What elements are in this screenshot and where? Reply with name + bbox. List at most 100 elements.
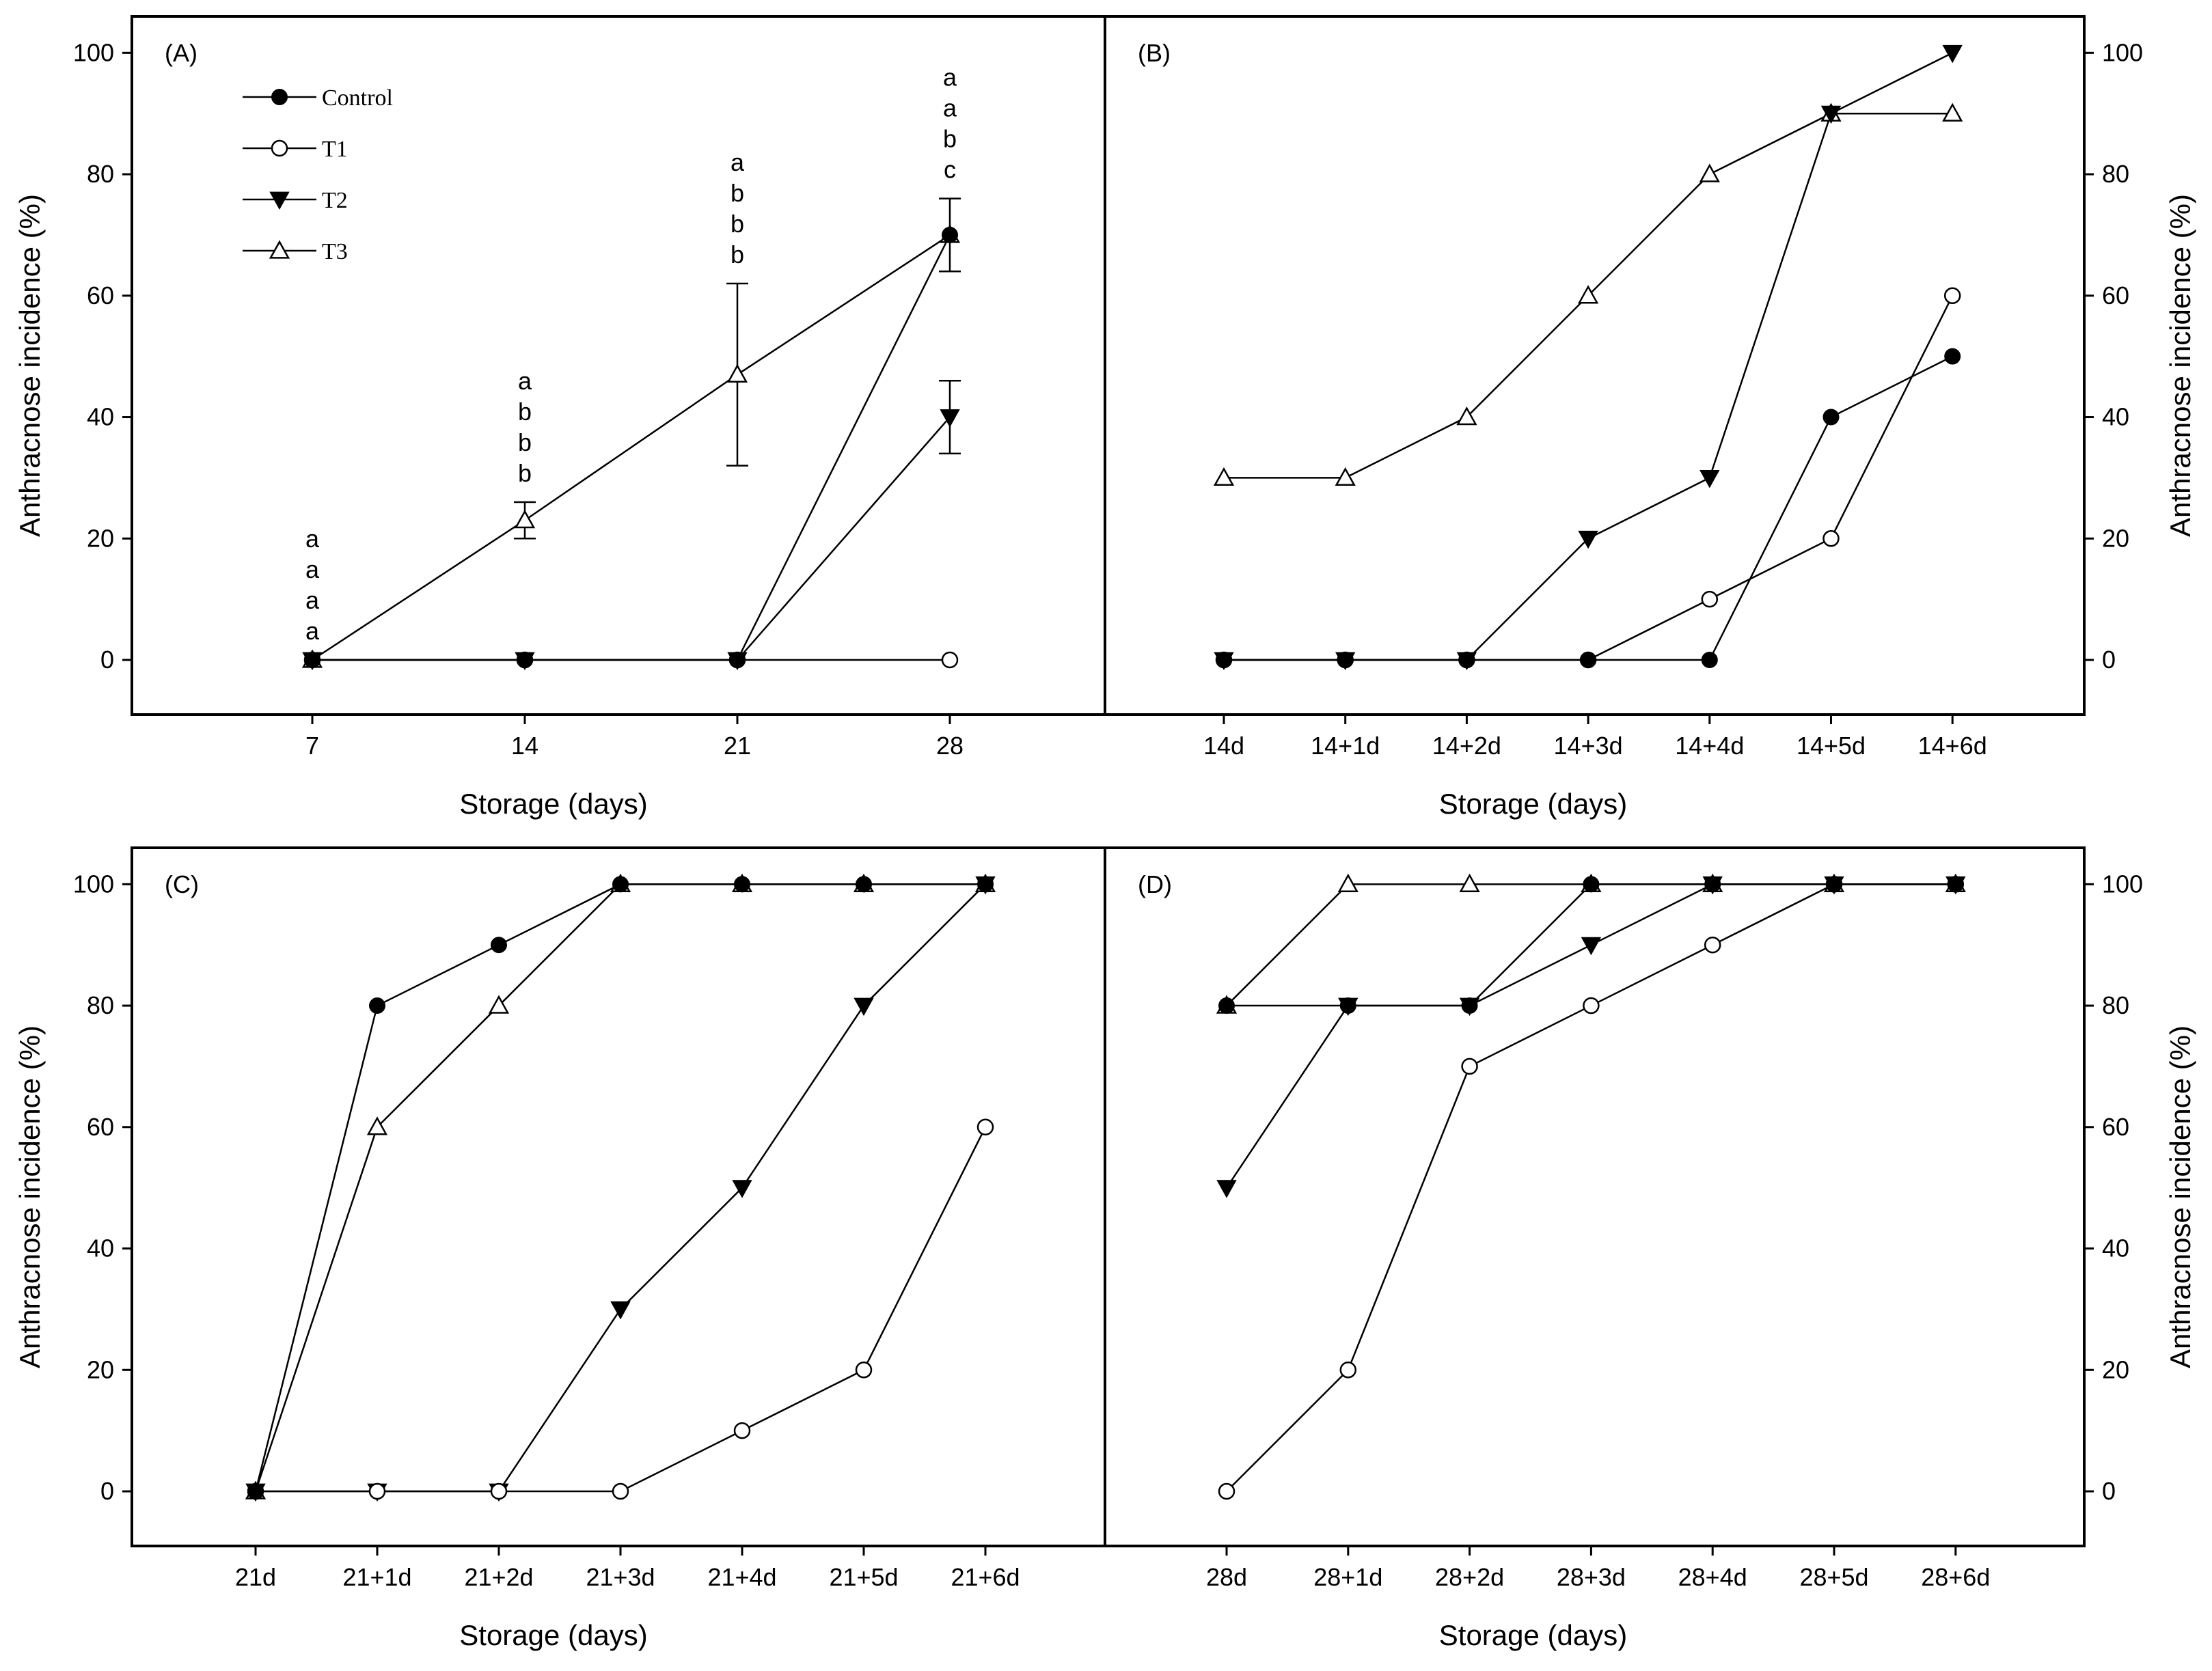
x-tick-label: 14+5d — [1797, 732, 1866, 760]
y-axis-title: Anthracnose incidence (%) — [2164, 1025, 2196, 1368]
data-point-control — [491, 937, 507, 954]
significance-letter: b — [518, 459, 532, 487]
data-point-control — [247, 1483, 264, 1500]
x-tick-label: 28+6d — [1921, 1563, 1990, 1591]
data-point-control — [1461, 997, 1478, 1014]
x-tick-label: 21+5d — [829, 1563, 898, 1591]
x-tick-label: 14 — [511, 732, 538, 760]
panel-b: 0 20 40 60 80 100 14d 14+1d 14+2d 14+3d 14+4d 14+5d… — [1104, 15, 2196, 820]
y-tick-label: 20 — [87, 1355, 114, 1383]
data-point-t1 — [612, 1482, 629, 1500]
series-line-t2 — [1224, 52, 1953, 661]
x-tick-label: 21+3d — [586, 1563, 655, 1591]
significance-letter: a — [305, 555, 320, 583]
y-tick-label: 20 — [87, 524, 114, 552]
series-line-t3 — [312, 234, 951, 661]
y-tick-label: 80 — [2102, 160, 2129, 188]
panel-a: 0 20 40 60 80 100 7 14 21 28 Storage (days) Anthrac… — [14, 15, 1106, 820]
legend-label: T2 — [322, 188, 348, 213]
data-point-t2 — [1699, 470, 1720, 488]
x-tick-label: 21+1d — [342, 1563, 411, 1591]
data-point-t1 — [1822, 530, 1840, 547]
legend-marker-t3 — [269, 240, 290, 259]
data-point-control — [734, 876, 750, 893]
data-point-t2 — [1216, 1180, 1237, 1198]
x-tick-label: 14+3d — [1554, 732, 1623, 760]
y-tick-label: 80 — [87, 991, 114, 1019]
data-point-t3 — [726, 363, 748, 383]
data-point-t1 — [1701, 590, 1719, 608]
data-point-control — [612, 876, 629, 893]
y-axis-title: Anthracnose incidence (%) — [14, 1025, 46, 1368]
x-tick-label: 28+5d — [1799, 1563, 1868, 1591]
y-axis-title: Anthracnose incidence (%) — [14, 194, 46, 537]
data-point-t3 — [1577, 285, 1599, 304]
legend-marker-t2 — [269, 191, 290, 210]
data-point-control — [1704, 876, 1721, 893]
data-point-control — [1826, 876, 1842, 893]
x-tick-label: 14+2d — [1432, 732, 1501, 760]
series-line-t3 — [254, 883, 985, 1492]
data-point-t3 — [488, 995, 510, 1014]
panel-label: (A) — [165, 39, 197, 67]
data-point-t1 — [368, 1482, 386, 1500]
significance-letter: a — [305, 586, 320, 614]
data-point-t3 — [514, 510, 536, 529]
data-point-control — [1701, 652, 1718, 669]
data-point-control — [1583, 876, 1600, 893]
series-line-t2 — [312, 416, 951, 661]
data-point-control — [856, 876, 872, 893]
x-tick-label: 28+2d — [1435, 1563, 1504, 1591]
legend: Control T1 T2 T3 — [243, 85, 393, 264]
data-point-control — [729, 652, 746, 669]
series-line-control — [254, 883, 985, 1492]
x-tick-label: 21 — [724, 732, 751, 760]
x-tick-label: 21+2d — [464, 1563, 533, 1591]
significance-letter: a — [943, 94, 957, 122]
data-point-control — [1947, 876, 1964, 893]
x-tick-label: 14+4d — [1675, 732, 1744, 760]
y-tick-label: 40 — [87, 1234, 114, 1262]
panel-label: (D) — [1138, 870, 1172, 898]
data-point-control — [517, 652, 533, 669]
data-point-t1 — [941, 651, 959, 669]
data-point-t3 — [1337, 873, 1358, 892]
x-tick-label: 14+1d — [1311, 732, 1380, 760]
y-tick-label: 80 — [87, 160, 114, 188]
y-tick-label: 40 — [2102, 1234, 2129, 1262]
data-point-control — [1218, 997, 1235, 1014]
data-point-control — [1337, 652, 1354, 669]
y-tick-label: 20 — [2102, 1355, 2129, 1383]
data-point-control — [1339, 997, 1356, 1014]
series-line-t2 — [256, 883, 986, 1493]
significance-letter: a — [730, 148, 745, 176]
plot-frame — [131, 15, 1106, 716]
y-tick-label: 60 — [87, 281, 114, 309]
data-point-control — [1822, 409, 1840, 426]
data-point-t3 — [366, 1116, 388, 1135]
plot-frame — [131, 846, 1106, 1547]
y-tick-label: 60 — [2102, 1113, 2129, 1141]
panel-d: 0 20 40 60 80 100 28d 28+1d 28+2d 28+3d 28+4d 28+5d… — [1104, 846, 2196, 1651]
y-tick-label: 60 — [87, 1113, 114, 1141]
data-point-control — [1580, 652, 1597, 669]
y-axis-title: Anthracnose incidence (%) — [2164, 194, 2196, 537]
significance-letter: a — [943, 64, 957, 92]
data-point-t3 — [1335, 467, 1356, 486]
legend-label: Control — [322, 85, 393, 111]
data-point-t3 — [1459, 873, 1480, 892]
data-point-t2 — [1942, 44, 1963, 64]
data-point-t1 — [1943, 287, 1961, 305]
y-tick-label: 0 — [100, 1477, 114, 1505]
significance-letter: a — [305, 617, 320, 645]
data-point-t1 — [1339, 1362, 1357, 1379]
data-point-t2 — [1581, 937, 1602, 956]
x-tick-label: 14d — [1203, 732, 1244, 760]
x-axis-title: Storage (days) — [1439, 1619, 1627, 1651]
x-tick-label: 7 — [305, 732, 319, 760]
significance-letter: b — [943, 125, 957, 153]
series-line-control — [312, 234, 951, 661]
x-tick-label: 28+4d — [1678, 1563, 1747, 1591]
x-axis-title: Storage (days) — [459, 788, 647, 820]
